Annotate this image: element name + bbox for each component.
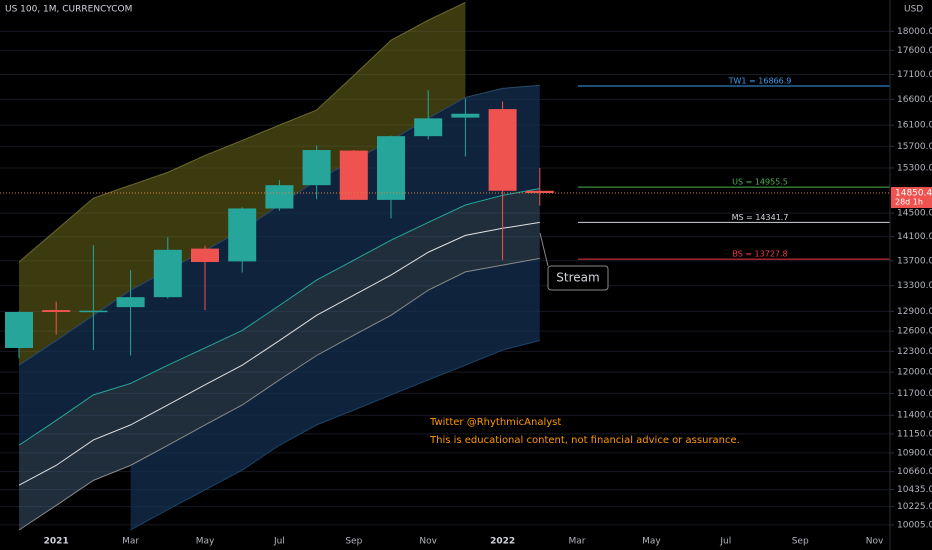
y-tick-label: 10005.0 [897, 520, 932, 530]
currency: USD [904, 5, 923, 15]
x-tick-label: Mar [122, 537, 139, 547]
y-tick-label: 10660.0 [897, 467, 932, 477]
callout-box [547, 265, 609, 291]
y-tick-label: 16600.0 [897, 95, 932, 105]
candle-body [42, 310, 71, 313]
candle-body [153, 249, 182, 298]
price-label: 14850.4 [895, 189, 932, 199]
y-tick-label: 12000.0 [897, 368, 932, 378]
candle-body [377, 136, 405, 200]
y-tick-label: 12900.0 [897, 307, 932, 317]
y-tick-label: 10435.0 [897, 485, 932, 495]
y-tick-label: 16100.0 [897, 121, 932, 131]
y-tick-label: 13300.0 [897, 281, 932, 291]
price-label-box [891, 187, 932, 209]
y-tick-label: 18000.0 [897, 27, 932, 37]
y-tick-label: 14100.0 [897, 232, 932, 242]
x-tick-label: 2022 [490, 537, 515, 547]
level-label: TW1 = 16866.9 [728, 77, 792, 86]
candle-body [79, 310, 108, 313]
y-tick-label: 11150.0 [897, 429, 932, 439]
y-tick-label: 12300.0 [897, 347, 932, 357]
candle-body [414, 118, 443, 137]
note: This is educational content, not financi… [429, 435, 740, 446]
callout-pointer [539, 232, 549, 267]
y-tick-label: 11400.0 [897, 411, 932, 421]
y-tick-label: 14500.0 [897, 209, 932, 219]
x-tick-label: Jul [719, 537, 731, 547]
band-fill [19, 222, 540, 530]
callout-text: Stream [556, 271, 599, 285]
y-tick-label: 17600.0 [897, 46, 932, 56]
candle-body [525, 190, 554, 194]
level-label: BS = 13727.8 [732, 250, 787, 259]
countdown: 28d 1h [895, 198, 923, 207]
indicator-line [130, 340, 540, 531]
y-tick-label: 13700.0 [897, 256, 932, 266]
candle-body [265, 185, 294, 209]
candle-body [191, 248, 219, 263]
candle-body [451, 113, 480, 118]
x-tick-label: Mar [569, 537, 586, 547]
band-fill [19, 188, 540, 486]
candle-body [5, 312, 33, 348]
band-fill [130, 258, 540, 530]
indicator-line [18, 2, 466, 263]
levels: TW1 = 16866.9 US = 14955.5 MS = 14341.7 BS … [578, 77, 890, 260]
y-tick-label: 11700.0 [897, 389, 932, 399]
x-tick-label: Sep [792, 537, 809, 547]
x-tick-label: Nov [866, 537, 884, 547]
x-tick-label: 2021 [44, 537, 69, 547]
x-tick-label: May [196, 537, 215, 547]
band-fill [19, 85, 540, 446]
x-tick-label: Sep [345, 537, 362, 547]
candle-body [302, 150, 331, 186]
indicator-line [18, 188, 540, 446]
y-tick-label: 10225.0 [897, 502, 932, 512]
level-label: MS = 14341.7 [732, 213, 789, 222]
y-tick-label: 15700.0 [897, 142, 932, 152]
x-tick-label: May [642, 537, 661, 547]
candles [5, 90, 554, 359]
candle-body [116, 297, 145, 308]
y-tick-label: 15300.0 [897, 163, 932, 173]
level-label: US = 14955.5 [732, 178, 788, 187]
y-tick-label: 17100.0 [897, 70, 932, 80]
candle-body [488, 109, 517, 191]
indicator-line [18, 257, 540, 531]
candle-body [339, 150, 368, 200]
candle-body [228, 208, 257, 262]
y-tick-label: 10900.0 [897, 448, 932, 458]
note: Twitter @RhythmicAnalyst [429, 417, 561, 428]
x-tick-label: Nov [419, 537, 437, 547]
chart-title: US 100, 1M, CURRENCYCOM [5, 5, 132, 15]
x-tick-label: Jul [273, 537, 285, 547]
indicator-line [18, 221, 540, 486]
y-tick-label: 12600.0 [897, 327, 932, 337]
